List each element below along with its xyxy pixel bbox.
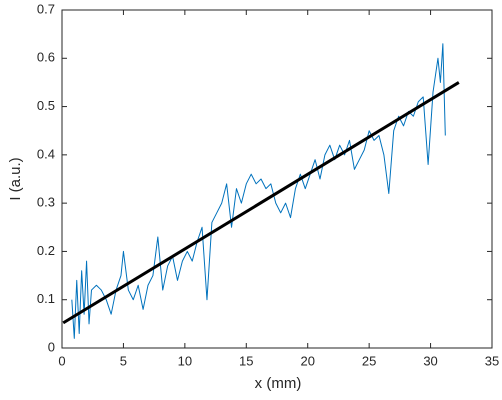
x-tick-label: 0 xyxy=(58,353,65,368)
y-tick-label: 0.5 xyxy=(37,98,55,113)
y-tick-label: 0.1 xyxy=(37,291,55,306)
y-tick-label: 0.3 xyxy=(37,195,55,210)
x-tick-label: 10 xyxy=(178,353,192,368)
x-tick-label: 5 xyxy=(120,353,127,368)
x-axis-label: x (mm) xyxy=(255,375,302,392)
x-tick-label: 30 xyxy=(423,353,437,368)
y-axis-label: I (a.u.) xyxy=(7,157,24,200)
data-line xyxy=(62,81,460,325)
y-tick-label: 0.2 xyxy=(37,243,55,258)
y-tick-label: 0.4 xyxy=(37,146,55,161)
x-tick-label: 35 xyxy=(485,353,499,368)
x-tick-label: 15 xyxy=(239,353,253,368)
y-tick-label: 0.7 xyxy=(37,1,55,16)
y-tick-label: 0 xyxy=(48,339,55,354)
x-tick-label: 25 xyxy=(362,353,376,368)
plot-area xyxy=(61,9,493,349)
data-line xyxy=(71,43,446,339)
x-tick-label: 20 xyxy=(300,353,314,368)
y-tick-label: 0.6 xyxy=(37,50,55,65)
